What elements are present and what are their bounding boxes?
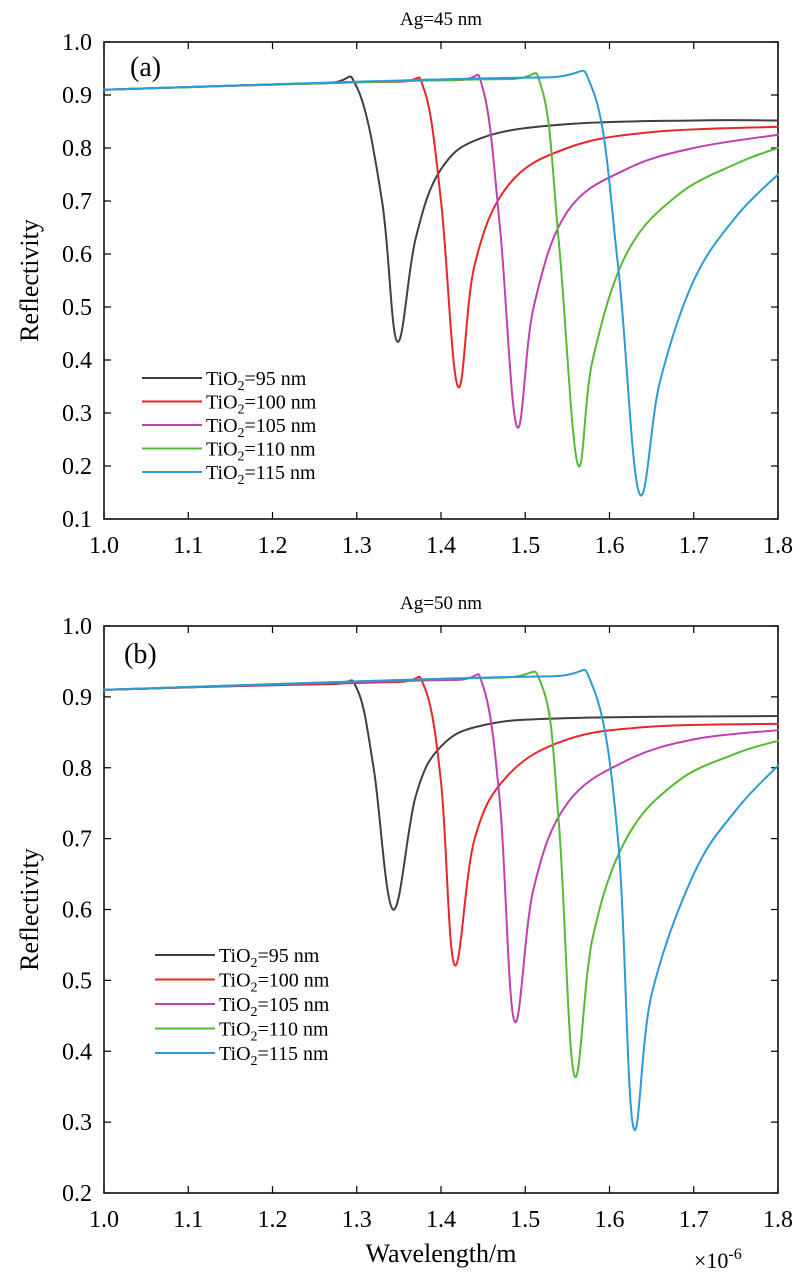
- legend-label: TiO2=105 nm: [219, 994, 330, 1020]
- legend-label: TiO2=100 nm: [206, 392, 317, 418]
- y-tick-label: 0.6: [62, 242, 92, 268]
- legend-label: TiO2=115 nm: [219, 1043, 329, 1069]
- x-tick-label: 1.6: [595, 533, 625, 559]
- panel-b-tag: (b): [124, 639, 157, 670]
- y-tick-label: 0.1: [62, 507, 92, 533]
- legend-label: TiO2=100 nm: [219, 970, 330, 996]
- x-tick-label: 1.5: [510, 1207, 540, 1233]
- legend-label: TiO2=105 nm: [206, 415, 317, 441]
- x-tick-label: 1.2: [258, 533, 288, 559]
- y-tick-label: 1.0: [62, 614, 92, 640]
- y-tick-label: 0.2: [62, 1181, 92, 1207]
- y-tick-label: 0.4: [62, 1039, 92, 1065]
- y-tick-label: 0.6: [62, 898, 92, 924]
- x-tick-label: 1.6: [595, 1207, 625, 1233]
- x-tick-label: 1.8: [763, 1207, 793, 1233]
- y-tick-label: 0.5: [62, 968, 92, 994]
- legend-label: TiO2=95 nm: [219, 945, 320, 971]
- x-tick-label: 1.7: [679, 1207, 709, 1233]
- panel-b-axes: 1.0 1.1 1.2 1.3 1.4 1.5 1.6 1.7 1.8 0.2 0.3 0.4 0.5 0…: [62, 614, 793, 1233]
- panel-b-series-lines: [103, 668, 779, 1131]
- plot-frame: [103, 625, 779, 1194]
- x-tick-label: 1.0: [89, 1207, 119, 1233]
- series-line-tio2-110-nm: [103, 72, 779, 468]
- panel-b: Ag=50 nm (b) Reflectivity 1.0 1.1 1.2 1.3 1.…: [15, 593, 793, 1273]
- legend-label: TiO2=115 nm: [206, 462, 316, 488]
- series-line-tio2-95-nm: [103, 679, 779, 911]
- panel-a-y-axis-label: Reflectivity: [15, 219, 44, 342]
- x-tick-label: 1.1: [173, 1207, 203, 1233]
- panel-a-tag: (a): [130, 52, 161, 83]
- y-tick-label: 0.7: [62, 189, 92, 215]
- x-tick-label: 1.0: [89, 533, 119, 559]
- series-line-tio2-100-nm: [103, 76, 779, 389]
- x-tick-label: 1.7: [679, 533, 709, 559]
- y-tick-label: 0.9: [62, 685, 92, 711]
- panel-a-axes: 1.0 1.1 1.2 1.3 1.4 1.5 1.6 1.7 1.8 0.1 0.2 0.3 0.4 0…: [62, 30, 793, 559]
- panel-b-y-axis-label: Reflectivity: [15, 848, 44, 971]
- x-tick-label: 1.4: [426, 1207, 456, 1233]
- y-tick-label: 0.4: [62, 348, 92, 374]
- y-tick-label: 0.8: [62, 756, 92, 782]
- series-line-tio2-105-nm: [103, 673, 779, 1024]
- x-tick-label: 1.8: [763, 533, 793, 559]
- y-tick-label: 1.0: [62, 30, 92, 56]
- panel-a-title: Ag=45 nm: [400, 9, 482, 30]
- series-line-tio2-115-nm: [103, 668, 779, 1131]
- panel-b-title: Ag=50 nm: [400, 593, 482, 614]
- y-tick-label: 0.2: [62, 454, 92, 480]
- y-tick-label: 0.5: [62, 295, 92, 321]
- legend-label: TiO2=110 nm: [206, 439, 316, 465]
- y-tick-label: 0.7: [62, 827, 92, 853]
- y-tick-label: 0.8: [62, 136, 92, 162]
- series-line-tio2-115-nm: [103, 69, 779, 497]
- x-tick-label: 1.3: [342, 1207, 372, 1233]
- panel-a-series-lines: [103, 69, 779, 497]
- x-axis-multiplier: ×10-6: [694, 1246, 742, 1273]
- series-line-tio2-100-nm: [103, 675, 779, 967]
- y-tick-label: 0.9: [62, 83, 92, 109]
- x-tick-label: 1.5: [510, 533, 540, 559]
- x-tick-label: 1.4: [426, 533, 456, 559]
- x-tick-label: 1.3: [342, 533, 372, 559]
- panel-a: Ag=45 nm (a) Reflectivity 1.0 1.1 1.2 1.3 1.…: [15, 9, 793, 559]
- y-tick-label: 0.3: [62, 1110, 92, 1136]
- x-tick-label: 1.2: [258, 1207, 288, 1233]
- legend-label: TiO2=110 nm: [219, 1019, 329, 1045]
- y-tick-label: 0.3: [62, 401, 92, 427]
- x-tick-label: 1.1: [173, 533, 203, 559]
- series-line-tio2-110-nm: [103, 670, 779, 1079]
- panel-b-x-axis-label: Wavelength/m: [366, 1239, 517, 1268]
- series-line-tio2-95-nm: [103, 75, 779, 343]
- legend-label: TiO2=95 nm: [206, 368, 307, 394]
